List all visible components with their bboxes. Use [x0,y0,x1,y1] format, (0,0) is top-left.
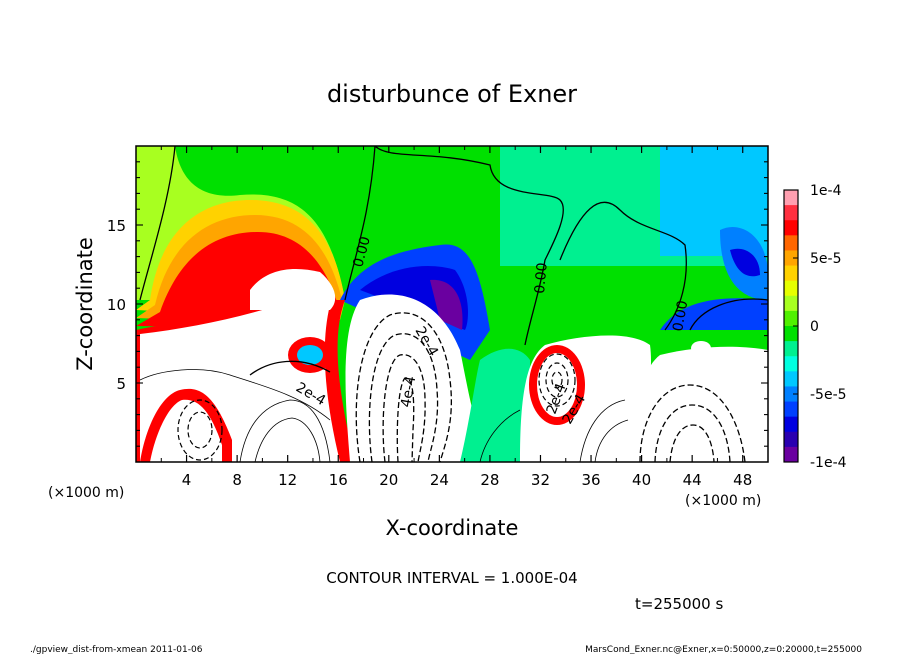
time-text: t=255000 s [635,595,723,613]
contour-label: 0.00 [532,262,551,294]
contour-label: 0.00 [670,299,691,332]
colorbar-swatch [784,371,798,387]
field-white-mid [345,294,490,462]
plot-field [136,146,768,462]
footer-left: ./gpview_dist-from-xmean 2011-01-06 [30,645,203,654]
x-tick-label: 24 [430,471,449,489]
colorbar-swatch [784,295,798,312]
contour-interval-text: CONTOUR INTERVAL = 1.000E-04 [326,569,577,587]
colorbar-tick-label: -1e-4 [810,455,847,471]
colorbar [783,189,799,463]
colorbar-swatch [784,235,798,251]
colorbar-swatch [784,265,798,282]
field-purple [430,279,463,330]
x-tick-label: 12 [278,471,297,489]
colorbar-tick-label: 0 [810,319,819,335]
colorbar-swatch [784,401,798,418]
x-tick-label: 32 [531,471,550,489]
footer-right: MarsCond_Exner.nc@Exner,x=0:50000,z=0:20… [585,645,862,654]
colorbar-swatch [784,280,798,297]
field-white-ring [537,353,577,417]
chart-title: disturbunce of Exner [327,80,577,108]
y-axis: 5 10 15 [107,161,768,447]
x-tick-label: 44 [683,471,702,489]
x-unit-note: (×1000 m) [685,493,761,509]
colorbar-tick-label: 1e-4 [810,183,842,199]
colorbar-swatch [784,386,798,403]
x-tick-label: 20 [379,471,398,489]
x-tick-label: 40 [632,471,651,489]
contours [139,146,768,462]
contour-label: 4e-4 [398,375,419,409]
field-green-low [460,348,530,462]
colorbar-swatch [784,446,798,463]
x-tick-label: 36 [581,471,600,489]
x-tick-label: 28 [480,471,499,489]
colorbar-tick-label: -5e-5 [810,387,847,403]
y-tick-label: 15 [107,217,126,235]
colorbar-swatch [784,310,798,327]
colorbar-swatch [784,205,798,221]
x-axis-title: X-coordinate [386,516,519,540]
field-blue-right2 [660,298,768,330]
colorbar-ticks: 1e-4 5e-5 0 -5e-5 -1e-4 [793,183,847,471]
colorbar-swatch [784,190,798,206]
field-white-patch [250,269,336,310]
colorbar-swatch [784,341,798,357]
x-axis: 4 8 12 16 20 24 28 32 36 40 44 48 [160,146,752,489]
contour-label: 0.00 [350,235,374,269]
colorbar-swatch [784,431,798,448]
x-tick-label: 8 [232,471,242,489]
field-darkblue-right [730,248,760,277]
field-white-dot [691,341,711,355]
colorbar-swatch [784,326,798,342]
x-tick-label: 4 [182,471,192,489]
colorbar-swatch [784,250,798,267]
colorbar-swatch [784,416,798,433]
y-tick-label: 10 [107,296,126,314]
y-tick-label: 5 [116,375,126,393]
x-tick-label: 16 [329,471,348,489]
colorbar-swatch [784,356,798,372]
colorbar-tick-label: 5e-5 [810,251,841,267]
field-cyan-blob [297,345,323,365]
y-axis-title: Z-coordinate [73,237,97,371]
y-unit-note: (×1000 m) [48,485,124,501]
colorbar-swatch [784,220,798,236]
x-tick-label: 48 [733,471,752,489]
